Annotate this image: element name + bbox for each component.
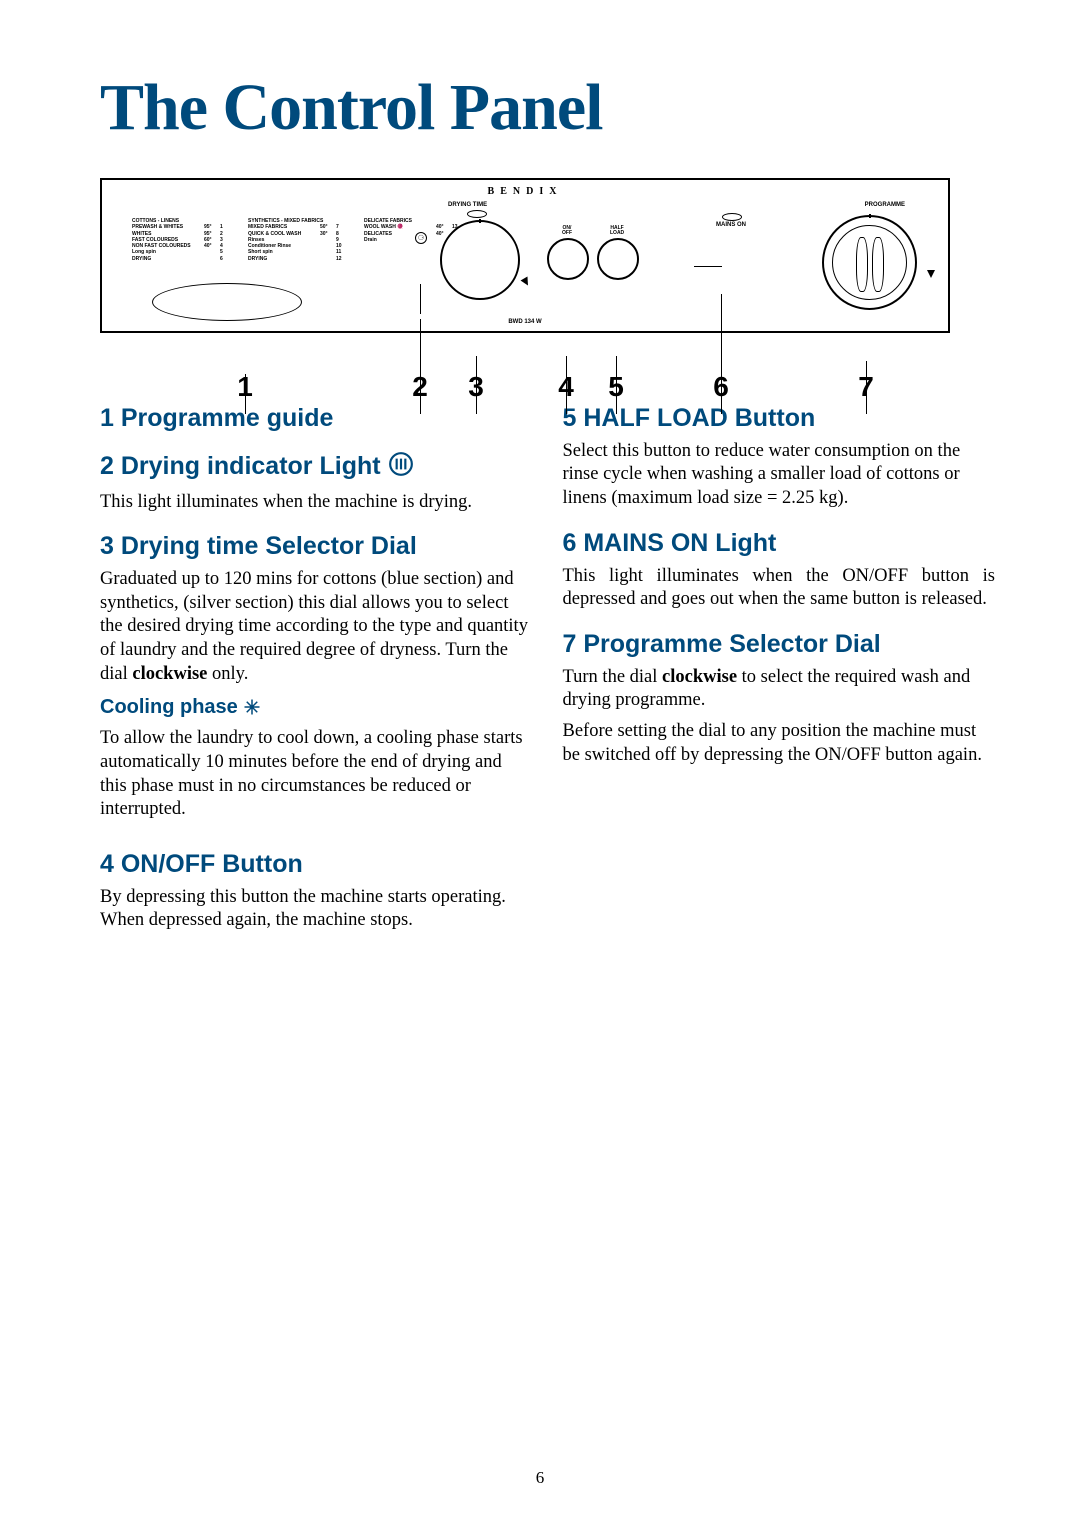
drying-indicator-light xyxy=(467,210,487,218)
section-4-heading: 4 ON/OFF Button xyxy=(100,850,533,879)
section-5-body: Select this button to reduce water consu… xyxy=(563,440,996,511)
section-3-subheading: Cooling phase xyxy=(100,696,533,722)
onoff-label: ON/OFF xyxy=(562,226,572,236)
page-title: The Control Panel xyxy=(100,70,995,146)
idx-5: 5 xyxy=(608,371,624,403)
brand-label: BENDIX xyxy=(488,186,563,197)
idx-3: 3 xyxy=(468,371,484,403)
drying-time-label: DRYING TIME xyxy=(448,202,487,208)
idx-6: 6 xyxy=(713,371,729,403)
section-3-heading: 3 Drying time Selector Dial xyxy=(100,532,533,561)
idx-1: 1 xyxy=(237,371,253,403)
onoff-button xyxy=(547,238,589,280)
mains-on-label: MAINS ON xyxy=(716,222,746,228)
section-7-body-1: Turn the dial clockwise to select the re… xyxy=(563,666,996,713)
right-column: 5 HALF LOAD Button Select this button to… xyxy=(563,404,996,940)
programme-dial xyxy=(822,215,917,310)
index-row: 1 2 3 4 5 6 7 xyxy=(100,341,950,386)
section-6-heading: 6 MAINS ON Light xyxy=(563,529,996,558)
section-2-heading: 2 Drying indicator Light xyxy=(100,451,533,484)
section-5-heading: 5 HALF LOAD Button xyxy=(563,404,996,433)
idx-7: 7 xyxy=(858,371,874,403)
section-6-body: This light illuminates when the ON/OFF b… xyxy=(563,565,996,612)
model-label: BWD 134 W xyxy=(508,319,541,325)
section-7-heading: 7 Programme Selector Dial xyxy=(563,630,996,659)
page-number: 6 xyxy=(536,1468,545,1488)
content-columns: 1 Programme guide 2 Drying indicator Lig… xyxy=(100,404,995,940)
left-column: 1 Programme guide 2 Drying indicator Lig… xyxy=(100,404,533,940)
drying-dial xyxy=(440,220,520,300)
programme-label: PROGRAMME xyxy=(865,202,905,208)
section-7-body-2: Before setting the dial to any position … xyxy=(563,720,996,767)
programme-guide-table: COTTONS - LINENS PREWASH & WHITES95°1 WH… xyxy=(132,218,460,262)
idx-2: 2 xyxy=(412,371,428,403)
detergent-tray xyxy=(152,283,302,321)
section-2-body: This light illuminates when the machine … xyxy=(100,491,533,515)
section-1-heading: 1 Programme guide xyxy=(100,404,533,433)
snowflake-icon xyxy=(243,698,261,722)
drying-indicator-icon xyxy=(388,451,414,484)
idx-4: 4 xyxy=(558,371,574,403)
section-3-sub-body: To allow the laundry to cool down, a coo… xyxy=(100,727,533,822)
drying-icon: ⚆ xyxy=(415,232,427,244)
section-3-body: Graduated up to 120 mins for cottons (bl… xyxy=(100,568,533,686)
mains-on-light xyxy=(722,213,742,221)
section-4-body: By depressing this button the machine st… xyxy=(100,886,533,933)
control-panel-diagram: BENDIX COTTONS - LINENS PREWASH & WHITES… xyxy=(100,178,950,333)
halfload-label: HALFLOAD xyxy=(610,226,624,236)
halfload-button xyxy=(597,238,639,280)
